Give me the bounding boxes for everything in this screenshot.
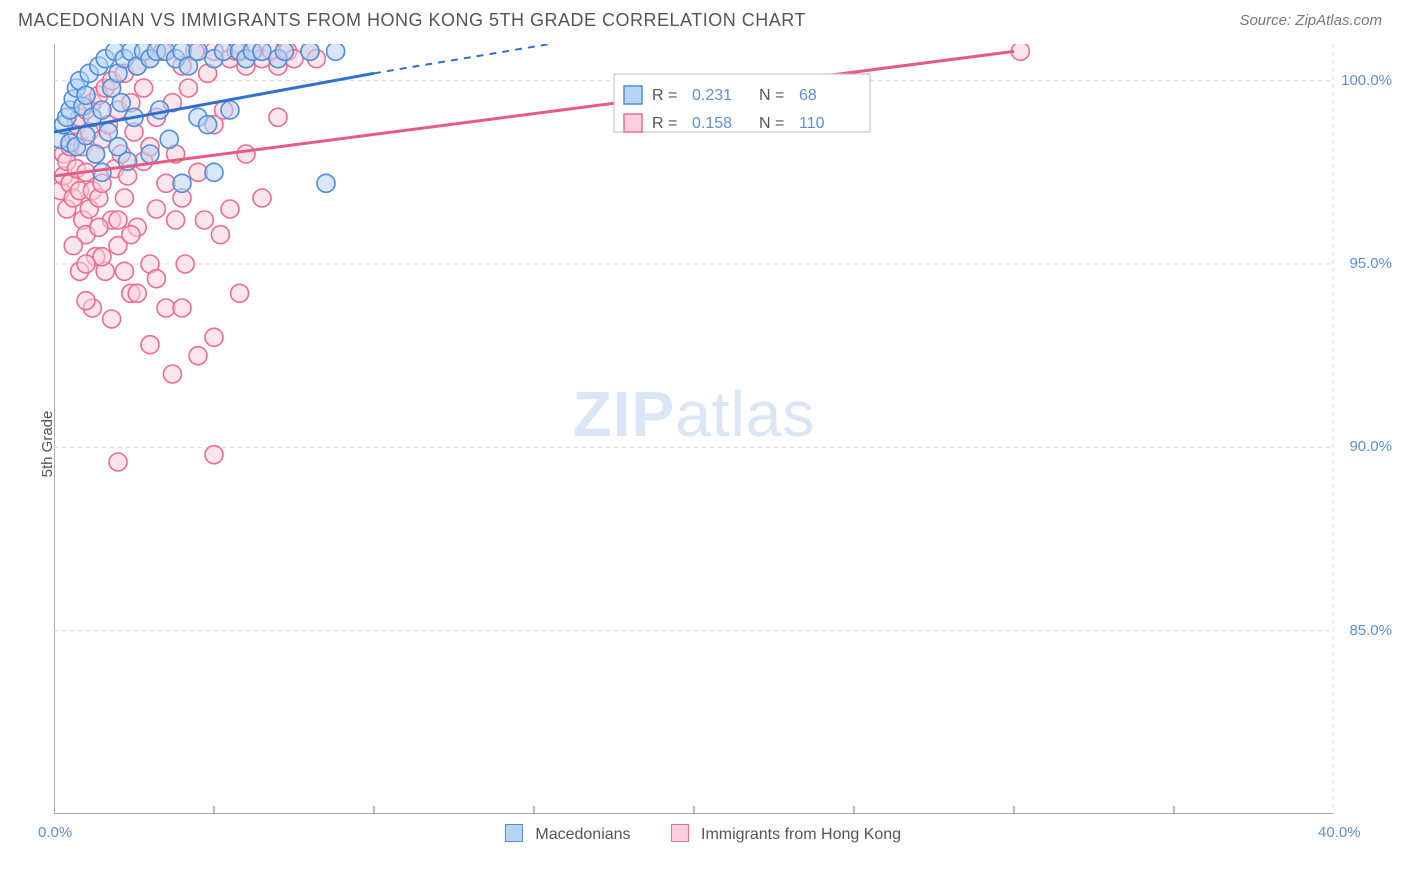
x-tick-label: 40.0% [1318,824,1361,841]
svg-text:0.231: 0.231 [692,87,732,104]
svg-text:N =: N = [759,115,784,132]
legend-swatch-pink [671,824,689,842]
svg-text:R =: R = [652,87,677,104]
chart-area: 5th Grade R =0.231N =68R =0.158N =110 10… [18,44,1388,844]
legend-label-blue: Macedonians [535,826,630,843]
svg-text:110: 110 [799,115,825,132]
legend: Macedonians Immigrants from Hong Kong [505,824,901,844]
svg-text:N =: N = [759,87,784,104]
plot-region: R =0.231N =68R =0.158N =110 100.0%95.0%9… [54,44,1334,814]
y-tick-label: 95.0% [1349,255,1392,272]
y-tick-label: 85.0% [1349,622,1392,639]
svg-text:0.158: 0.158 [692,115,732,132]
y-tick-label: 100.0% [1341,72,1392,89]
legend-item-hongkong: Immigrants from Hong Kong [671,824,902,844]
chart-title: MACEDONIAN VS IMMIGRANTS FROM HONG KONG … [18,10,806,31]
chart-header: MACEDONIAN VS IMMIGRANTS FROM HONG KONG … [0,0,1406,35]
svg-text:R =: R = [652,115,677,132]
x-tick-label: 0.0% [38,824,72,841]
legend-item-macedonians: Macedonians [505,824,631,844]
legend-swatch-blue [505,824,523,842]
chart-svg: R = 0.231 N = 68 R = 0.158 N = 110 [54,44,1334,814]
legend-label-pink: Immigrants from Hong Kong [701,826,901,843]
svg-text:68: 68 [799,87,817,104]
y-tick-label: 90.0% [1349,438,1392,455]
chart-source: Source: ZipAtlas.com [1239,12,1382,29]
